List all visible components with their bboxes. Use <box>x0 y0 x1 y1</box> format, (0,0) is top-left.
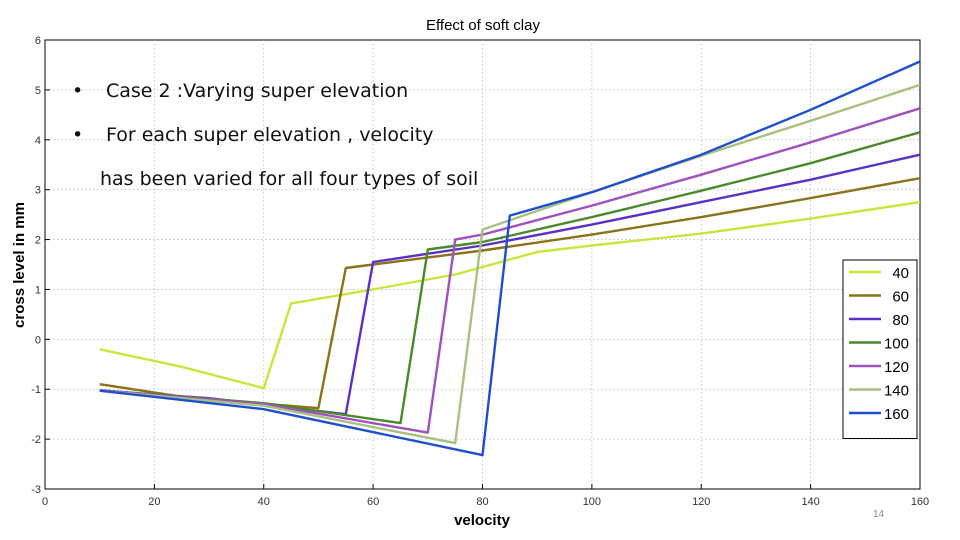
bullet-1: • Case 2 :Varying super elevation <box>72 80 408 102</box>
bullet-marker: • <box>72 80 84 102</box>
series-line-160 <box>99 60 921 457</box>
legend-label: 160 <box>884 406 909 423</box>
bullet-text: Case 2 :Varying super elevation <box>106 80 409 102</box>
y-tick-label: -1 <box>31 384 41 396</box>
legend-label: 60 <box>892 289 909 306</box>
x-tick-label: 0 <box>42 496 48 508</box>
y-tick-label: 1 <box>35 284 41 296</box>
y-tick-label: 3 <box>35 185 41 197</box>
legend-label: 140 <box>884 383 909 400</box>
x-tick-label: 120 <box>692 496 710 508</box>
y-tick-label: -2 <box>31 434 41 446</box>
legend-box <box>842 259 918 439</box>
series-line-40 <box>99 200 921 390</box>
x-tick-label: 160 <box>911 496 929 508</box>
chart-title: Effect of soft clay <box>426 17 540 34</box>
page-number: 14 <box>873 509 885 520</box>
series-line-140 <box>99 83 921 445</box>
x-tick-label: 80 <box>476 496 488 508</box>
series-line-100 <box>99 131 921 425</box>
bullet-3: has been varied for all four types of so… <box>100 168 478 190</box>
legend-label: 120 <box>884 359 909 376</box>
series-layer <box>99 60 921 457</box>
x-axis-label: velocity <box>454 512 511 529</box>
x-tick-label: 140 <box>801 496 819 508</box>
x-tick-label: 60 <box>367 496 379 508</box>
legend-label: 80 <box>892 312 909 329</box>
legend: 40 60 80 100 120 140 160 <box>842 259 918 439</box>
axis-ticks: 0 20 40 60 80 100 120 140 160 -3 -2 -1 0 1 2 3 4 5 6 <box>31 35 929 508</box>
x-tick-label: 40 <box>258 496 270 508</box>
x-tick-label: 20 <box>148 496 160 508</box>
bullet-marker: • <box>72 124 84 146</box>
x-tick-label: 100 <box>583 496 601 508</box>
y-tick-label: 0 <box>35 334 41 346</box>
y-tick-label: 6 <box>35 35 41 47</box>
y-tick-label: 5 <box>35 85 41 97</box>
bullet-text: has been varied for all four types of so… <box>100 168 479 190</box>
y-tick-label: -3 <box>31 484 41 496</box>
y-axis-label: cross level in mm <box>11 202 28 328</box>
y-tick-label: 4 <box>35 135 41 147</box>
legend-label: 40 <box>892 265 909 282</box>
bullet-text: For each super elevation , velocity <box>106 124 434 146</box>
y-tick-label: 2 <box>35 235 41 247</box>
bullet-2: • For each super elevation , velocity <box>72 124 433 146</box>
legend-label: 100 <box>884 336 909 353</box>
